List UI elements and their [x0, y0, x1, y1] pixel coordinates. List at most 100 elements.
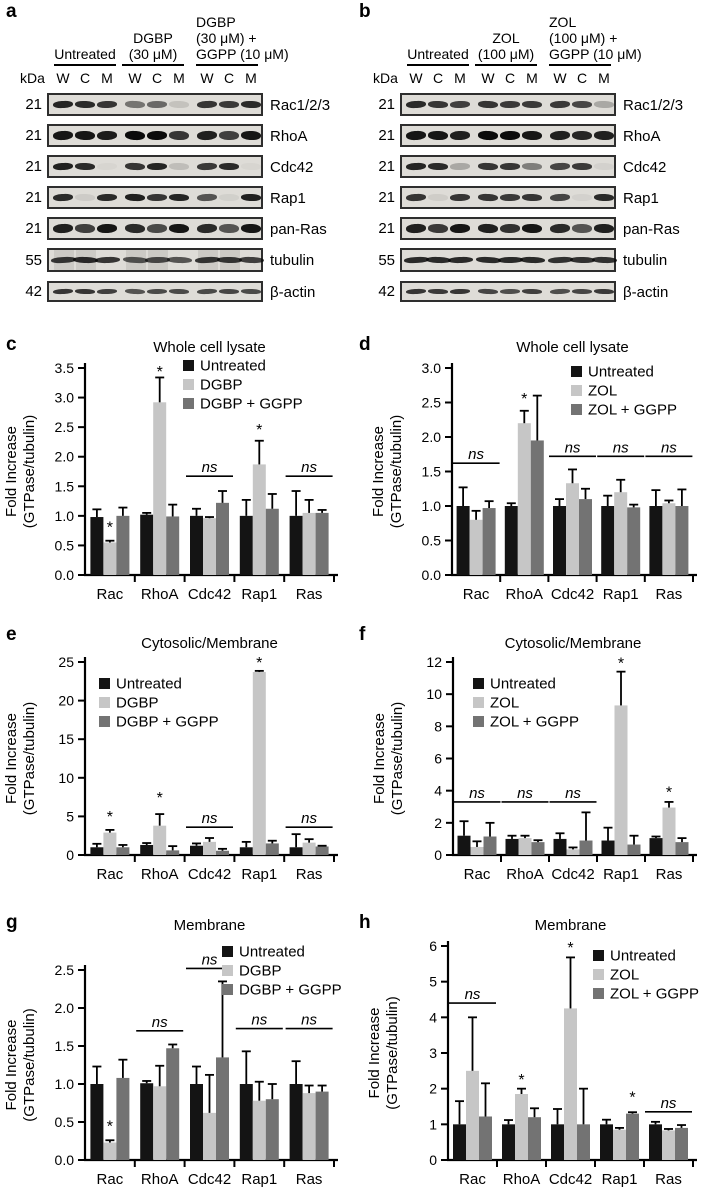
blot-band — [52, 288, 74, 295]
blot-band — [571, 193, 593, 202]
legend-swatch-DGBP + GGPP — [99, 716, 110, 727]
y-tick-label: 1.0 — [422, 498, 442, 514]
chart-c-svg: c Whole cell lysate Fold Increase (GTPase/t… — [3, 334, 338, 603]
blot-band — [521, 162, 543, 171]
x-category-label: Rac — [97, 866, 124, 883]
blot-band — [218, 130, 240, 141]
blot-band — [427, 193, 449, 202]
bar-h-Cdc42-ZOL — [564, 1008, 577, 1160]
treatment-group-line: DGBP — [196, 14, 236, 30]
bar-c-Rac-Untreated — [90, 517, 104, 575]
ns-label: ns — [565, 785, 581, 802]
significance-star: * — [107, 1119, 113, 1136]
blot-band — [74, 193, 96, 202]
y-tick-label: 0.5 — [55, 1114, 75, 1130]
y-tick-label: 1.5 — [422, 464, 442, 480]
y-tick-label: 4 — [429, 1009, 437, 1025]
bar-e-Rap1-Untreated — [239, 847, 253, 855]
x-category-label: Rap1 — [603, 866, 639, 883]
chart-panel-g: g Membrane Fold Increase (GTPase/tubulin) 0.… — [0, 900, 353, 1196]
blot-band — [521, 223, 543, 234]
ns-label: ns — [465, 986, 481, 1003]
blot-band — [240, 100, 262, 109]
blot-band — [475, 256, 501, 264]
bar-h-Ras-ZOL + GGPP — [675, 1127, 688, 1160]
blot-band — [477, 223, 499, 234]
bar-f-RhoA-Untreated — [505, 838, 519, 855]
blot-band — [477, 100, 499, 109]
blot-band — [519, 256, 545, 264]
x-category-label: Rap1 — [241, 866, 277, 883]
y-tick-label: 2 — [429, 1081, 437, 1097]
panel-letter-e: e — [6, 624, 17, 645]
blot-strip-β-actin — [400, 281, 616, 302]
y-tick-label: 1.0 — [55, 1076, 75, 1092]
kda-value: 21 — [25, 220, 42, 237]
y-tick-label: 5 — [429, 974, 437, 990]
blot-strip-Rac1/2/3 — [47, 93, 263, 116]
y-tick-label: 2.5 — [55, 962, 75, 978]
legend-label-DGBP: DGBP — [239, 963, 282, 980]
bar-e-RhoA-DGBP + GGPP — [166, 850, 180, 855]
significance-star: * — [157, 790, 163, 807]
bar-h-Ras-ZOL — [662, 1130, 675, 1160]
legend-label-ZOL + GGPP: ZOL + GGPP — [490, 714, 579, 731]
blot-panel-b: b Untreated ZOL (100 μM) ZOL (100 μM) + GGPP (… — [353, 0, 706, 330]
bar-c-RhoA-Untreated — [140, 514, 154, 575]
bar-f-RhoA-ZOL + GGPP — [531, 842, 545, 855]
x-category-label: Cdc42 — [551, 586, 594, 603]
bar-d-Rap1-ZOL — [614, 492, 628, 575]
legend-swatch-DGBP + GGPP — [183, 398, 194, 409]
bar-d-Ras-Untreated — [649, 506, 663, 575]
y-tick-label: 2.0 — [55, 449, 75, 465]
blot-band — [449, 193, 471, 202]
bar-e-Rac-Untreated — [90, 847, 104, 855]
x-category-label: Cdc42 — [188, 1171, 231, 1188]
y-axis-label: Fold Increase — [366, 1008, 383, 1099]
treatment-group-line: GGPP (10 μM) — [196, 46, 289, 62]
blot-band — [405, 193, 427, 202]
kda-value: 21 — [378, 189, 395, 206]
chart-e-svg: e Cytosolic/Membrane Fold Increase (GTPase/… — [3, 624, 338, 883]
bar-g-Ras-Untreated — [289, 1084, 303, 1160]
bar-h-Cdc42-Untreated — [551, 1124, 564, 1160]
ns-label: ns — [251, 1012, 267, 1029]
y-tick-label: 2.5 — [55, 419, 75, 435]
x-category-label: Rac — [464, 866, 491, 883]
y-tick-label: 3 — [429, 1045, 437, 1061]
lane-letter-M: M — [101, 70, 113, 86]
ns-label: ns — [301, 810, 317, 827]
y-tick-label: 2 — [434, 815, 442, 831]
blot-band — [593, 162, 615, 171]
protein-label-RhoA: RhoA — [270, 127, 308, 145]
bar-c-Ras-Untreated — [289, 515, 303, 575]
x-category-label: Rap1 — [602, 1171, 638, 1188]
x-category-label: Cdc42 — [551, 866, 594, 883]
bar-f-RhoA-ZOL — [518, 838, 532, 855]
lane-letter-W: W — [128, 70, 142, 86]
bar-f-Ras-Untreated — [649, 838, 663, 855]
treatment-group-line: (100 μM) — [477, 46, 535, 62]
chart-panel-e: e Cytosolic/Membrane Fold Increase (GTPase/… — [0, 612, 353, 900]
blot-strip-RhoA — [400, 124, 616, 147]
ns-label: ns — [469, 785, 485, 802]
bar-h-RhoA-Untreated — [502, 1124, 515, 1160]
bar-c-RhoA-DGBP — [153, 402, 167, 575]
bar-e-Ras-DGBP + GGPP — [315, 846, 329, 855]
x-category-label: RhoA — [503, 1171, 541, 1188]
bar-d-Cdc42-Untreated — [553, 506, 566, 575]
lane-letter-C: C — [79, 70, 91, 86]
protein-label-Cdc42: Cdc42 — [623, 158, 667, 176]
y-tick-label: 0 — [429, 1152, 437, 1168]
bar-c-Ras-DGBP + GGPP — [315, 512, 329, 575]
blot-band — [124, 193, 146, 202]
lane-letter-W: W — [553, 70, 567, 86]
blot-band — [218, 288, 240, 295]
x-category-label: Ras — [655, 1171, 682, 1188]
legend-label-DGBP + GGPP: DGBP + GGPP — [116, 714, 219, 731]
protein-label-Rac1/2/3: Rac1/2/3 — [270, 96, 331, 114]
chart-d-svg: d Whole cell lysate Fold Increase (GTPase/t… — [359, 334, 697, 603]
legend-label-Untreated: Untreated — [239, 944, 305, 961]
y-tick-label: 10 — [426, 686, 442, 702]
